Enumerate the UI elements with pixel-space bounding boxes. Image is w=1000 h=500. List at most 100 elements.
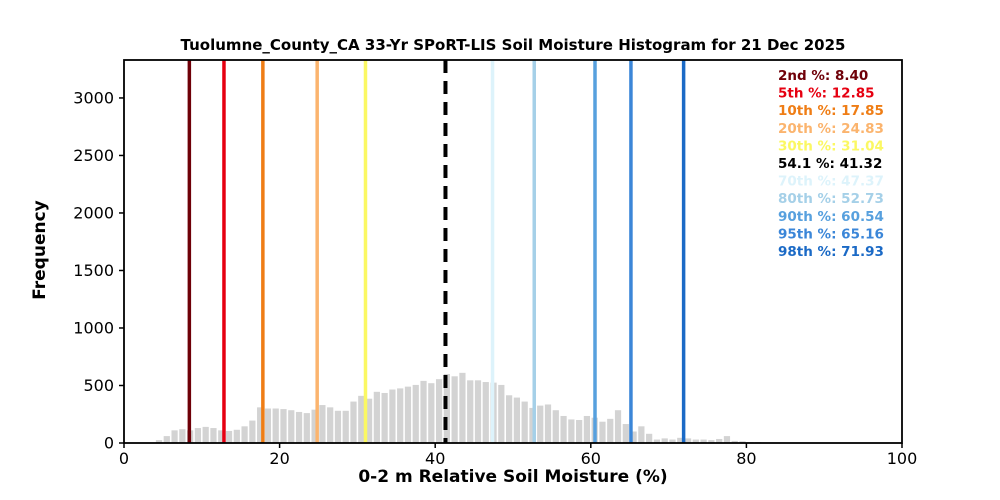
legend-entry: 95th %: 65.16 [778, 226, 884, 242]
histogram-bar [420, 380, 427, 443]
x-tick-label: 20 [269, 449, 289, 468]
histogram-bar [646, 433, 653, 443]
histogram-bar [404, 386, 412, 443]
histogram-bar [607, 418, 614, 443]
histogram-bar [319, 405, 326, 443]
histogram-bar [552, 410, 559, 443]
histogram-bar [513, 397, 520, 443]
histogram-bar [202, 426, 209, 443]
histogram-bar [435, 379, 443, 443]
histogram-bar [451, 376, 458, 443]
histogram-bar [225, 430, 233, 443]
x-tick-label: 0 [119, 449, 129, 468]
histogram-bar [412, 384, 419, 443]
y-tick-label: 0 [104, 434, 114, 453]
histogram-bar [163, 436, 170, 443]
histogram-bar [334, 410, 342, 443]
histogram-bar [295, 411, 303, 443]
x-tick-label: 100 [887, 449, 918, 468]
histogram-bar [599, 421, 606, 443]
histogram-bar [506, 395, 513, 443]
histogram-bar [622, 424, 629, 443]
histogram-bar [365, 398, 373, 443]
histogram-bar [428, 383, 435, 443]
histogram-bar [280, 409, 287, 443]
histogram-bar [576, 420, 583, 443]
legend-entry: 5th %: 12.85 [778, 86, 874, 102]
legend-entry: 90th %: 60.54 [778, 209, 884, 225]
legend-entry: 80th %: 52.73 [778, 191, 884, 207]
histogram-bar [249, 420, 256, 443]
histogram-bar [241, 426, 248, 443]
histogram-bar [171, 430, 178, 443]
histogram-bar [194, 428, 202, 443]
histogram-bar [560, 415, 567, 443]
histogram-bar [529, 407, 536, 443]
histogram-bar [723, 436, 731, 443]
histogram-bar [303, 413, 310, 443]
histogram-bar [716, 438, 723, 443]
plot-border [123, 59, 903, 444]
legend-entry: 98th %: 71.93 [778, 244, 884, 260]
histogram-bar [210, 428, 217, 443]
histogram-bar [350, 401, 357, 443]
histogram-bar [155, 440, 163, 443]
histogram-bar [700, 439, 707, 443]
histogram-bar [327, 407, 334, 443]
histogram-bar [677, 437, 684, 443]
histogram-bar [381, 392, 388, 443]
histogram-bar [498, 384, 505, 443]
histogram-bar [474, 380, 482, 443]
histogram-bar [638, 426, 645, 443]
y-tick-label: 1500 [73, 261, 114, 280]
histogram-bar [467, 380, 474, 443]
histogram-bar [257, 407, 264, 443]
histogram-bar [653, 439, 661, 443]
legend-entry: 20th %: 24.83 [778, 121, 884, 137]
histogram-bar [482, 382, 489, 443]
y-axis-label: Frequency [30, 200, 50, 300]
y-tick-label: 2000 [73, 203, 114, 222]
legend-entry: 30th %: 31.04 [778, 138, 884, 154]
histogram-bar [264, 408, 272, 443]
y-tick-label: 2500 [73, 146, 114, 165]
legend-entry: 70th %: 47.37 [778, 174, 884, 190]
histogram-bar [288, 410, 295, 443]
histogram-bar [233, 429, 240, 443]
histogram-bar [692, 439, 699, 443]
histogram-bar [311, 409, 318, 443]
histogram-bar [342, 410, 349, 443]
histogram-bar [272, 408, 279, 443]
histogram-bar [389, 389, 396, 443]
histogram-bar [708, 440, 715, 443]
legend-entry: 10th %: 17.85 [778, 103, 884, 119]
histogram-bar [544, 404, 552, 443]
histogram-bar [521, 401, 528, 443]
histogram-bar [537, 405, 544, 443]
y-tick-label: 1000 [73, 318, 114, 337]
x-axis-label: 0-2 m Relative Soil Moisture (%) [358, 467, 668, 487]
histogram-bar [218, 430, 225, 443]
histogram-bar [731, 440, 738, 443]
legend-entry: 2nd %: 8.40 [778, 68, 868, 84]
x-tick-label: 80 [736, 449, 756, 468]
histogram-bar [373, 391, 380, 443]
chart-title: Tuolumne_County_CA 33-Yr SPoRT-LIS Soil … [180, 36, 846, 54]
y-tick-label: 3000 [73, 88, 114, 107]
histogram-bar [459, 372, 466, 443]
histogram-bar [358, 395, 365, 443]
x-tick-label: 40 [425, 449, 445, 468]
histogram-bar [684, 438, 692, 443]
histogram-bar [630, 431, 637, 443]
histogram-bar [568, 419, 575, 443]
y-tick-label: 500 [83, 376, 114, 395]
legend-entry: 54.1 %: 41.32 [778, 156, 882, 172]
x-tick-label: 60 [581, 449, 601, 468]
histogram-bar [669, 439, 676, 443]
histogram-bar [661, 438, 668, 443]
histogram-bar [614, 410, 622, 443]
histogram-bar [397, 388, 404, 443]
histogram-bar [583, 415, 591, 443]
